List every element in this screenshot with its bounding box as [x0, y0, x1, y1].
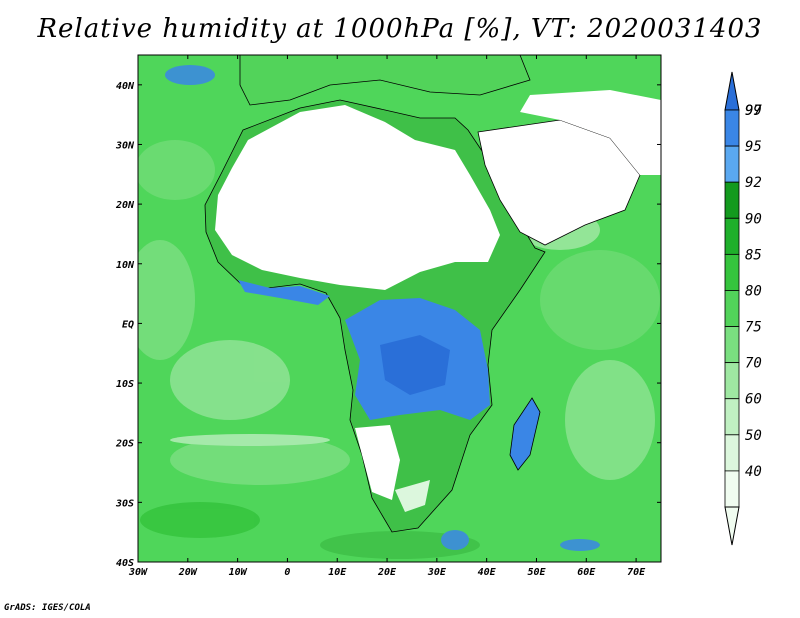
colorbar-label: 85 [745, 247, 762, 263]
lon-tick-label: 40E [478, 567, 497, 578]
lon-tick-label: 20W [178, 567, 198, 578]
mideast-dry-region [520, 90, 661, 175]
colorbar-label: 40 [745, 464, 762, 480]
lon-tick-label: 50E [527, 567, 546, 578]
guinea-coast-humid [238, 280, 330, 305]
colorbar-label: 99 [745, 103, 762, 119]
colorbar-label: 90 [745, 211, 762, 227]
map-frame [137, 54, 662, 563]
lon-tick-label: 0 [284, 567, 290, 578]
colorbar-segment [724, 217, 740, 255]
colorbar-label: 50 [745, 428, 762, 444]
colorbar-label: 92 [745, 175, 762, 191]
colorbar-label: 70 [745, 356, 762, 372]
lat-tick-label: 10N [116, 260, 135, 271]
map-title: Relative humidity at 1000hPa [%], VT: 20… [37, 14, 763, 44]
lon-tick-label: 70E [627, 567, 646, 578]
colorbar-segment [724, 109, 740, 147]
colorbar-label: 60 [745, 392, 762, 408]
lat-tick-label: 40N [116, 81, 135, 92]
lon-tick-label: 30W [128, 567, 148, 578]
south-africa-dry-region [395, 480, 430, 512]
credit-text: GrADS: IGES/COLA [4, 603, 91, 613]
lon-tick-label: 10E [328, 567, 347, 578]
madagascar [509, 397, 541, 471]
lon-tick-label: 20E [377, 567, 397, 578]
great-lakes-humid [380, 335, 450, 395]
lat-tick-label: 40S [116, 558, 134, 569]
lat-tick-label: 20N [115, 200, 135, 211]
colorbar-bottom-arrow [724, 506, 740, 546]
axis-ticks: 30W 20W 10W 0 10E 20E 30E 40E 50E 60E 70E 40N 30N 20N… [115, 55, 661, 578]
europe-landmass [239, 55, 531, 106]
lat-tick-label: 30N [115, 140, 135, 151]
ocean-field [138, 65, 660, 559]
colorbar-segment [724, 434, 740, 472]
sahara-dry-region [215, 105, 500, 290]
colorbar-top-arrow [724, 71, 740, 111]
kalahari-dry-region [355, 425, 400, 500]
colorbar-segment [724, 145, 740, 183]
colorbar-label: 97 [745, 103, 762, 119]
colorbar-segment [724, 181, 740, 219]
lon-tick-label: 30E [427, 567, 447, 578]
colorbar-label: 95 [745, 139, 762, 155]
lon-tick-label: 60E [577, 567, 596, 578]
colorbar-segment [724, 362, 740, 400]
colorbar-segment [724, 326, 740, 364]
lat-tick-label: 20S [115, 439, 134, 450]
arabia-landmass [477, 119, 641, 246]
lon-tick-label: 10W [229, 567, 248, 578]
colorbar-segment [724, 290, 740, 327]
colorbar-label: 80 [745, 283, 762, 299]
colorbar-segment [724, 398, 740, 436]
lat-tick-label: EQ [122, 319, 134, 330]
colorbar-segment [724, 470, 740, 508]
colorbar-label: 75 [745, 320, 762, 336]
colorbar-segment [724, 253, 740, 291]
lat-tick-label: 30S [115, 498, 134, 509]
lat-tick-label: 10S [116, 379, 134, 390]
